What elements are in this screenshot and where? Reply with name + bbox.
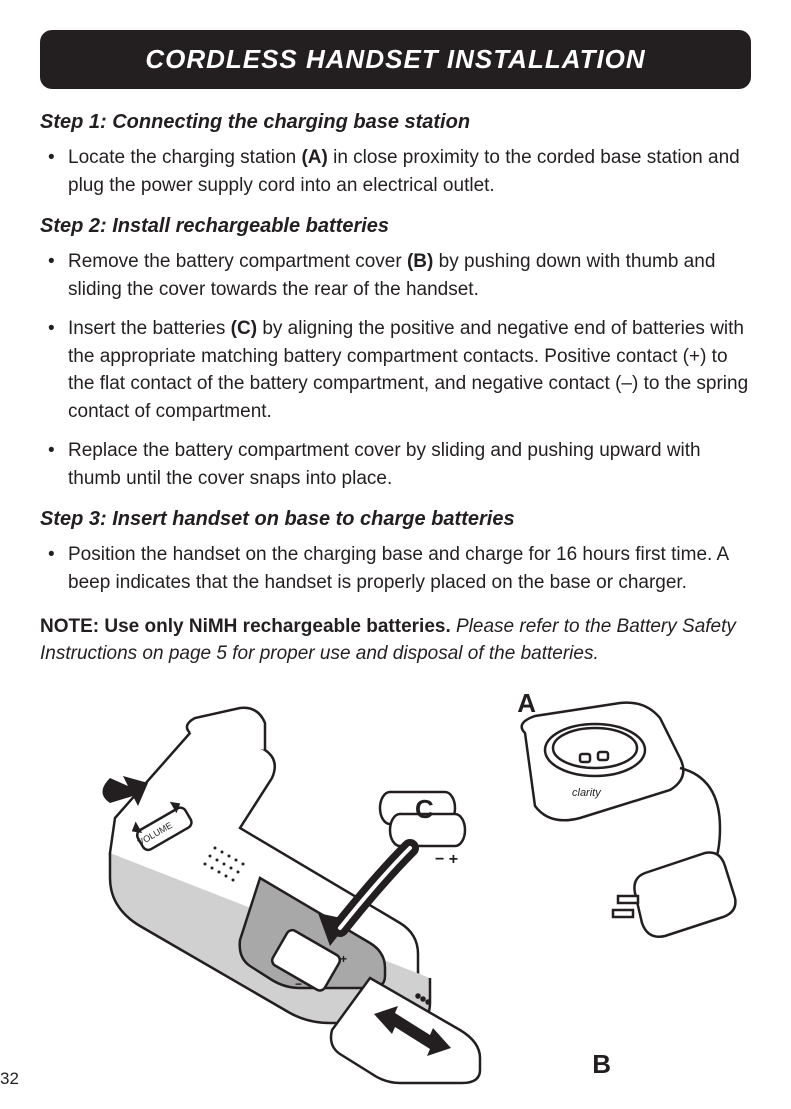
list-item: Remove the battery compartment cover (B)… <box>40 248 751 303</box>
brand-label: clarity <box>572 787 602 799</box>
bullet-text-pre: Remove the battery compartment cover <box>68 251 407 272</box>
bullet-text-pre: Replace the battery compartment cover by… <box>68 440 701 489</box>
bullet-text-pre: Locate the charging station <box>68 147 301 168</box>
step-2-heading: Step 2: Install rechargeable batteries <box>40 215 751 238</box>
header-title: CORDLESS HANDSET INSTALLATION <box>60 44 731 75</box>
diagram-label-c: C <box>415 794 434 825</box>
step-1-heading: Step 1: Connecting the charging base sta… <box>40 111 751 134</box>
step-2-bullets: Remove the battery compartment cover (B)… <box>40 248 751 492</box>
list-item: Replace the battery compartment cover by… <box>40 437 751 492</box>
bullet-text-bold: (C) <box>231 318 257 339</box>
bullet-text-bold: (B) <box>407 251 433 272</box>
svg-text:− +: − + <box>435 851 458 868</box>
step-2-section: Step 2: Install rechargeable batteries R… <box>40 215 751 492</box>
bullet-text-pre: Position the handset on the charging bas… <box>68 544 728 593</box>
diagram-label-b: B <box>592 1049 611 1080</box>
svg-text:+: + <box>340 952 347 966</box>
svg-text:−: − <box>295 977 302 991</box>
note-bold-text: NOTE: Use only NiMH rechargeable batteri… <box>40 616 451 637</box>
step-1-section: Step 1: Connecting the charging base sta… <box>40 111 751 199</box>
handset-drawing: VOLUME − + <box>103 707 481 1082</box>
charging-base-drawing: clarity <box>522 702 736 936</box>
diagram-label-a: A <box>517 688 536 719</box>
note-paragraph: NOTE: Use only NiMH rechargeable batteri… <box>40 613 751 668</box>
step-3-section: Step 3: Insert handset on base to charge… <box>40 508 751 596</box>
installation-diagram: VOLUME − + <box>40 678 751 1098</box>
step-3-bullets: Position the handset on the charging bas… <box>40 541 751 596</box>
bullet-text-bold: (A) <box>301 147 327 168</box>
list-item: Position the handset on the charging bas… <box>40 541 751 596</box>
header-banner: CORDLESS HANDSET INSTALLATION <box>40 30 751 89</box>
bullet-text-pre: Insert the batteries <box>68 318 231 339</box>
diagram-svg: VOLUME − + <box>40 678 751 1098</box>
list-item: Insert the batteries (C) by aligning the… <box>40 315 751 425</box>
step-1-bullets: Locate the charging station (A) in close… <box>40 144 751 199</box>
list-item: Locate the charging station (A) in close… <box>40 144 751 199</box>
step-3-heading: Step 3: Insert handset on base to charge… <box>40 508 751 531</box>
page-number: 32 <box>0 1069 19 1089</box>
